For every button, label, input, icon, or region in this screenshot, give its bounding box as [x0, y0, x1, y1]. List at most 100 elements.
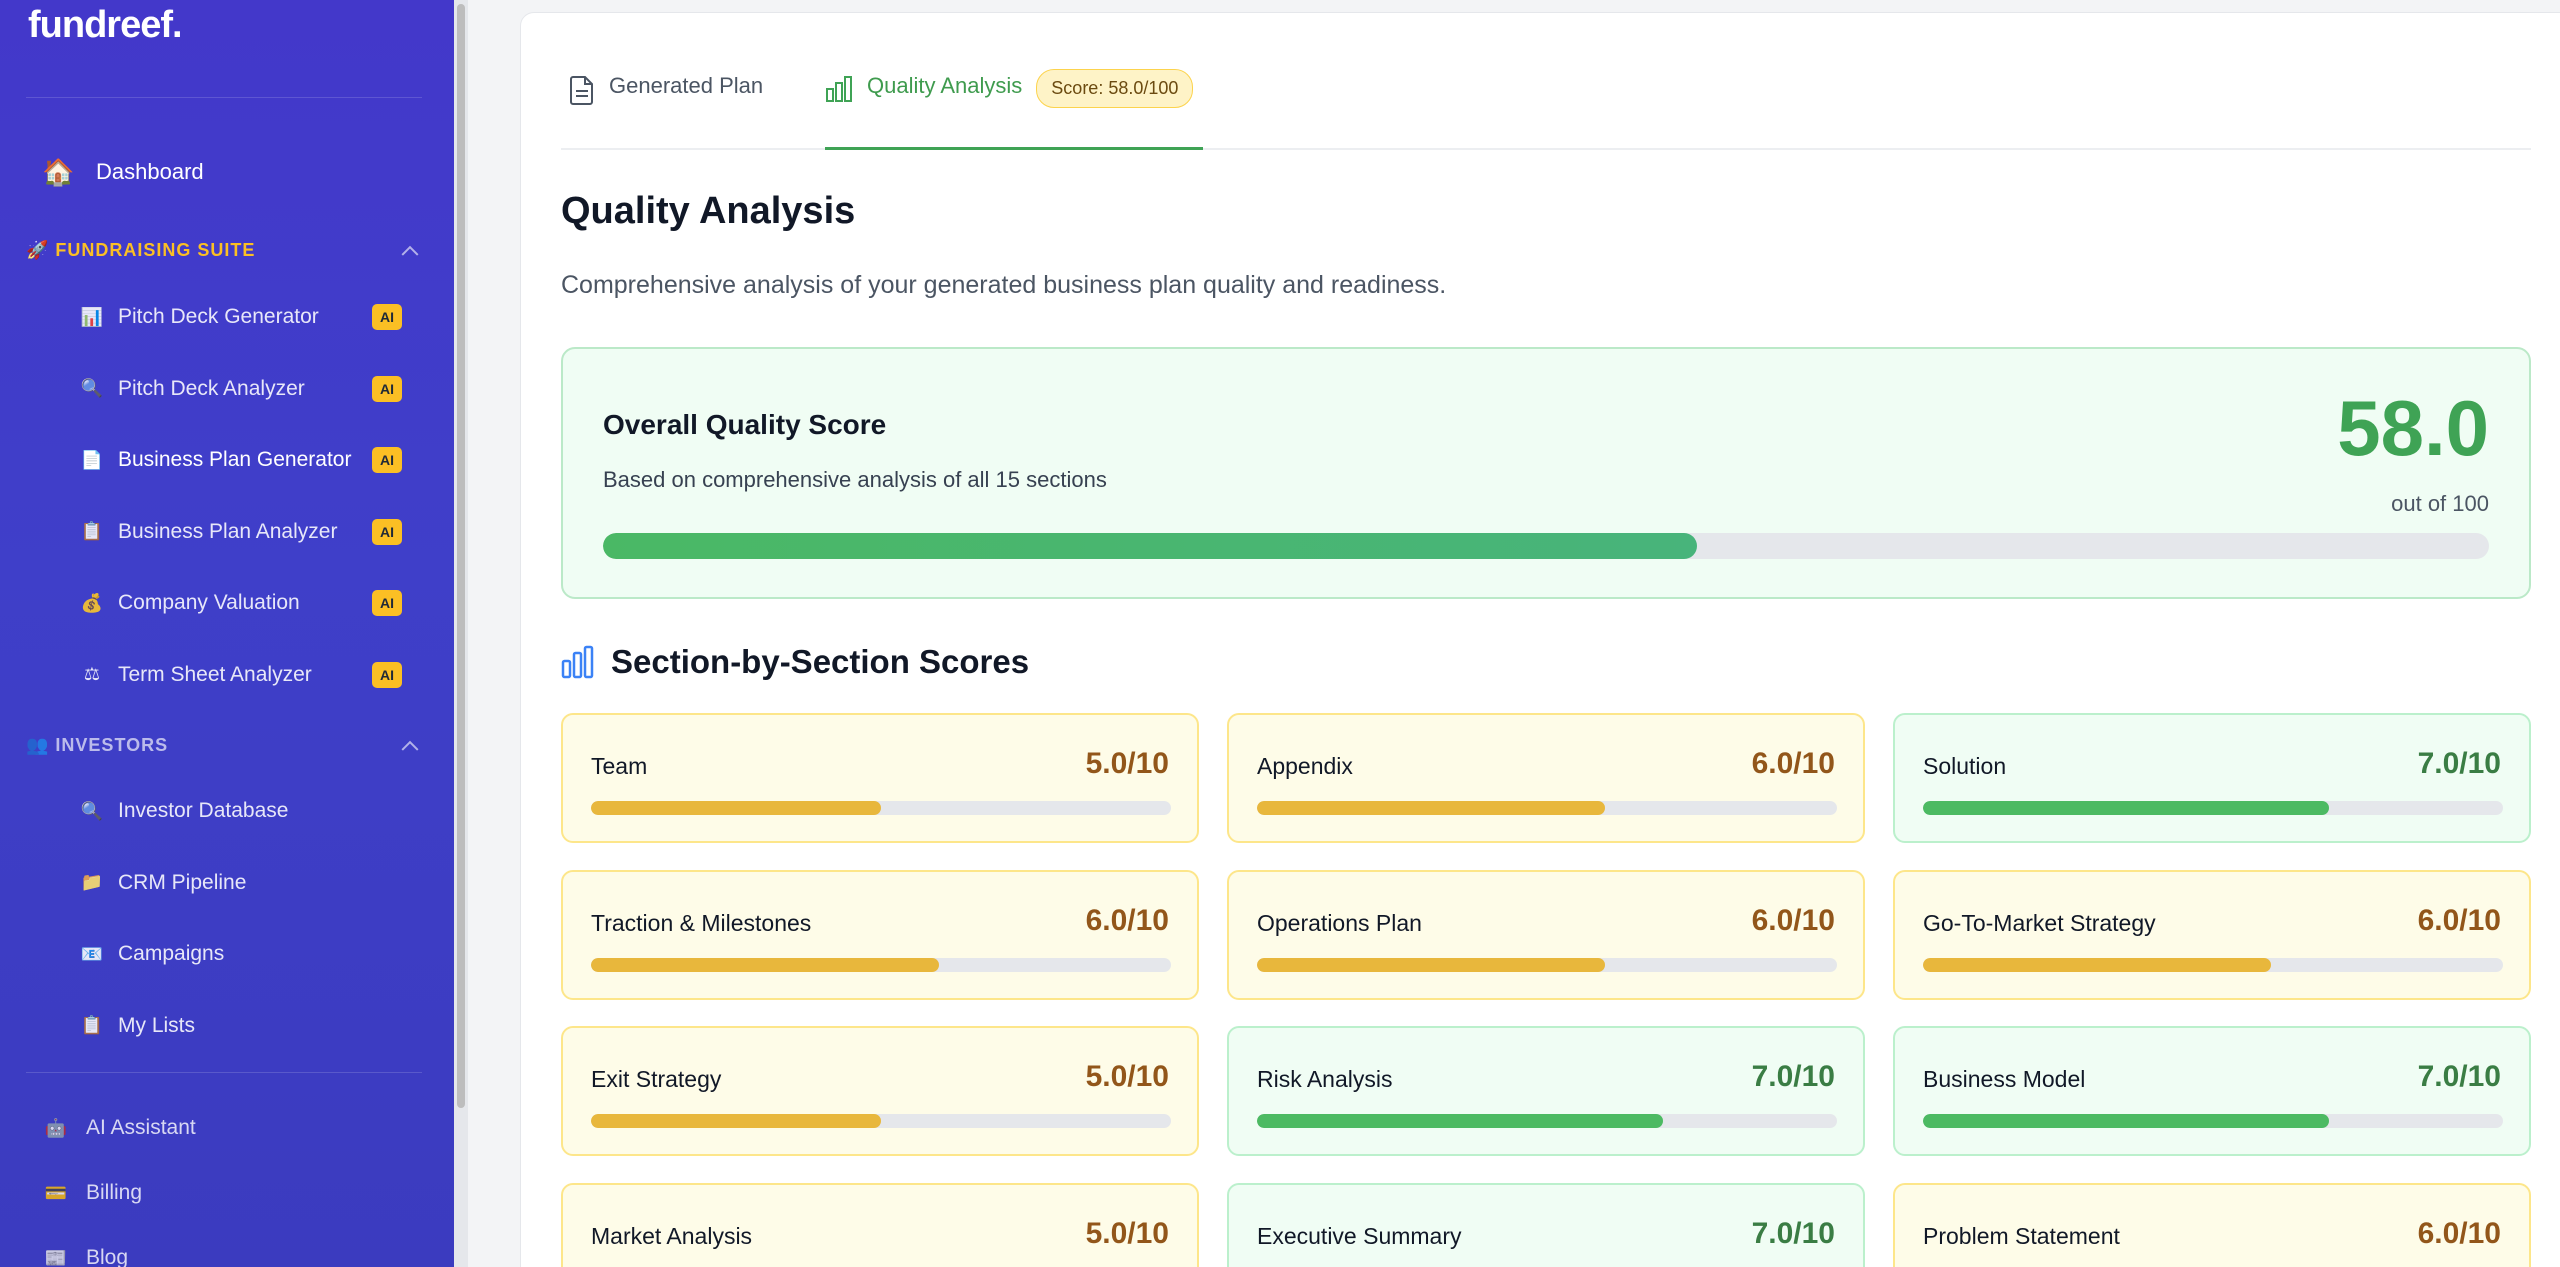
nav-icon: 🤖 — [44, 1117, 68, 1138]
section-name: Operations Plan — [1257, 909, 1422, 936]
sidebar-item-business-plan-generator[interactable]: 📄 Business Plan Generator AI — [80, 440, 402, 480]
section-score: 7.0/10 — [2417, 1060, 2501, 1093]
section-progress-bar — [591, 957, 1171, 972]
overall-score-subtitle: Based on comprehensive analysis of all 1… — [603, 467, 1107, 492]
app-logo[interactable]: fundreef. — [28, 4, 183, 46]
ai-badge: AI — [372, 590, 402, 616]
tab-quality-analysis[interactable]: Quality Analysis Score: 58.0/100 — [825, 69, 1204, 150]
people-icon: 👥 — [26, 734, 50, 755]
chevron-up-icon — [401, 740, 419, 758]
investors-header[interactable]: 👥 INVESTORS — [26, 730, 422, 760]
ai-badge: AI — [372, 375, 402, 402]
nav-icon: ⚖ — [83, 664, 101, 684]
nav-icon: 📰 — [44, 1247, 68, 1267]
overall-score-value: 58.0 — [2337, 384, 2489, 472]
sidebar-item-label: CRM Pipeline — [118, 870, 247, 894]
sidebar-item-label: Investor Database — [118, 799, 289, 822]
section-card-traction-milestones: Traction & Milestones 6.0/10 — [561, 869, 1199, 1000]
section-card-exit-strategy: Exit Strategy 5.0/10 — [561, 1026, 1199, 1156]
section-score: 7.0/10 — [2417, 747, 2501, 780]
sidebar-item-ai-assistant[interactable]: 🤖 AI Assistant — [44, 1108, 196, 1148]
section-progress-fill — [591, 957, 939, 972]
sidebar-item-label: Billing — [86, 1181, 143, 1204]
sidebar: fundreef. 🏠 Dashboard 🚀 FUNDRAISING SUIT… — [0, 0, 454, 1267]
section-card-market-analysis: Market Analysis 5.0/10 — [561, 1182, 1199, 1267]
sidebar-item-label: Campaigns — [118, 942, 225, 965]
section-progress-bar — [1923, 957, 2503, 972]
section-progress-fill — [1923, 801, 2329, 815]
house-icon: 🏠 — [42, 156, 75, 187]
document-icon — [570, 76, 593, 105]
section-progress-fill — [591, 1114, 881, 1128]
nav-icon: 📁 — [80, 872, 104, 892]
sidebar-divider — [26, 97, 422, 98]
sidebar-item-company-valuation[interactable]: 💰 Company Valuation AI — [80, 583, 402, 623]
section-progress-fill — [1923, 1114, 2329, 1128]
scrollbar-thumb[interactable] — [457, 4, 465, 1108]
sidebar-item-pitch-deck-generator[interactable]: 📊 Pitch Deck Generator AI — [80, 297, 402, 337]
sidebar-item-campaigns[interactable]: 📧 Campaigns — [80, 934, 402, 974]
sidebar-item-investor-database[interactable]: 🔍 Investor Database — [80, 791, 402, 831]
tab-generated-plan[interactable]: Generated Plan — [569, 73, 763, 150]
chevron-up-icon — [401, 245, 419, 263]
tab-label: Quality Analysis — [867, 73, 1023, 98]
overall-score-card: Overall Quality Score Based on comprehen… — [561, 347, 2531, 599]
sidebar-item-label: AI Assistant — [86, 1116, 196, 1139]
section-score: 5.0/10 — [1085, 1060, 1169, 1093]
ai-badge: AI — [372, 518, 402, 545]
sidebar-item-label: Business Plan Analyzer — [118, 519, 338, 543]
sidebar-divider — [26, 1072, 422, 1073]
bar-chart-icon — [826, 76, 852, 102]
section-card-business-model: Business Model 7.0/10 — [1893, 1026, 2531, 1156]
page-description: Comprehensive analysis of your generated… — [561, 271, 1447, 299]
sidebar-item-pitch-deck-analyzer[interactable]: 🔍 Pitch Deck Analyzer AI — [80, 369, 402, 409]
nav-icon: 💰 — [80, 592, 104, 613]
section-name: Risk Analysis — [1257, 1066, 1393, 1092]
section-card-appendix: Appendix 6.0/10 — [1227, 713, 1865, 843]
section-name: Exit Strategy — [591, 1066, 722, 1092]
section-scores-heading: Section-by-Section Scores — [561, 643, 1029, 681]
score-badge: Score: 58.0/100 — [1036, 69, 1194, 108]
nav-icon: 📄 — [80, 449, 104, 470]
sidebar-item-label: Pitch Deck Generator — [118, 305, 319, 328]
ai-badge: AI — [372, 661, 402, 688]
section-score: 6.0/10 — [2417, 903, 2501, 937]
sidebar-item-label: Blog — [86, 1246, 129, 1267]
nav-icon: 📊 — [80, 306, 104, 327]
section-progress-bar — [1923, 801, 2503, 815]
section-progress-bar — [591, 801, 1171, 815]
section-progress-fill — [1257, 1114, 1663, 1128]
section-progress-fill — [1257, 957, 1605, 972]
sidebar-item-dashboard[interactable]: 🏠 Dashboard — [42, 152, 204, 192]
sidebar-item-business-plan-analyzer[interactable]: 📋 Business Plan Analyzer AI — [80, 512, 402, 552]
section-card-problem-statement: Problem Statement 6.0/10 — [1893, 1182, 2531, 1267]
tab-bar: Generated Plan Quality Analysis Score: 5… — [561, 13, 2531, 150]
overall-progress-fill — [603, 533, 1697, 559]
section-progress-fill — [591, 801, 881, 815]
section-progress-bar — [591, 1114, 1171, 1128]
section-card-go-to-market-strategy: Go-To-Market Strategy 6.0/10 — [1893, 869, 2531, 1000]
sidebar-item-my-lists[interactable]: 📋 My Lists — [80, 1006, 402, 1046]
nav-icon: 💳 — [44, 1182, 68, 1203]
overall-score-title: Overall Quality Score — [603, 409, 887, 440]
page-title: Quality Analysis — [561, 190, 856, 232]
section-score: 6.0/10 — [2417, 1216, 2501, 1250]
section-card-operations-plan: Operations Plan 6.0/10 — [1227, 869, 1865, 1000]
fundraising-suite-header[interactable]: 🚀 FUNDRAISING SUITE — [26, 235, 422, 265]
section-progress-bar — [1257, 957, 1837, 972]
nav-icon: 🔍 — [80, 800, 104, 821]
sidebar-item-crm-pipeline[interactable]: 📁 CRM Pipeline — [80, 863, 402, 903]
section-name: Problem Statement — [1923, 1222, 2120, 1249]
section-score: 6.0/10 — [1751, 747, 1835, 780]
overall-score-out-of: out of 100 — [2391, 491, 2489, 516]
section-progress-bar — [1257, 801, 1837, 815]
rocket-icon: 🚀 — [26, 239, 50, 260]
sidebar-item-term-sheet-analyzer[interactable]: ⚖ Term Sheet Analyzer AI — [80, 655, 402, 695]
sidebar-item-label: Business Plan Generator — [118, 448, 352, 471]
overall-progress-bar — [603, 533, 2489, 559]
nav-icon: 📋 — [80, 1015, 104, 1035]
sidebar-item-blog[interactable]: 📰 Blog — [44, 1238, 128, 1267]
section-card-team: Team 5.0/10 — [561, 713, 1199, 843]
sidebar-scrollbar[interactable] — [454, 0, 468, 1267]
sidebar-item-billing[interactable]: 💳 Billing — [44, 1173, 142, 1213]
